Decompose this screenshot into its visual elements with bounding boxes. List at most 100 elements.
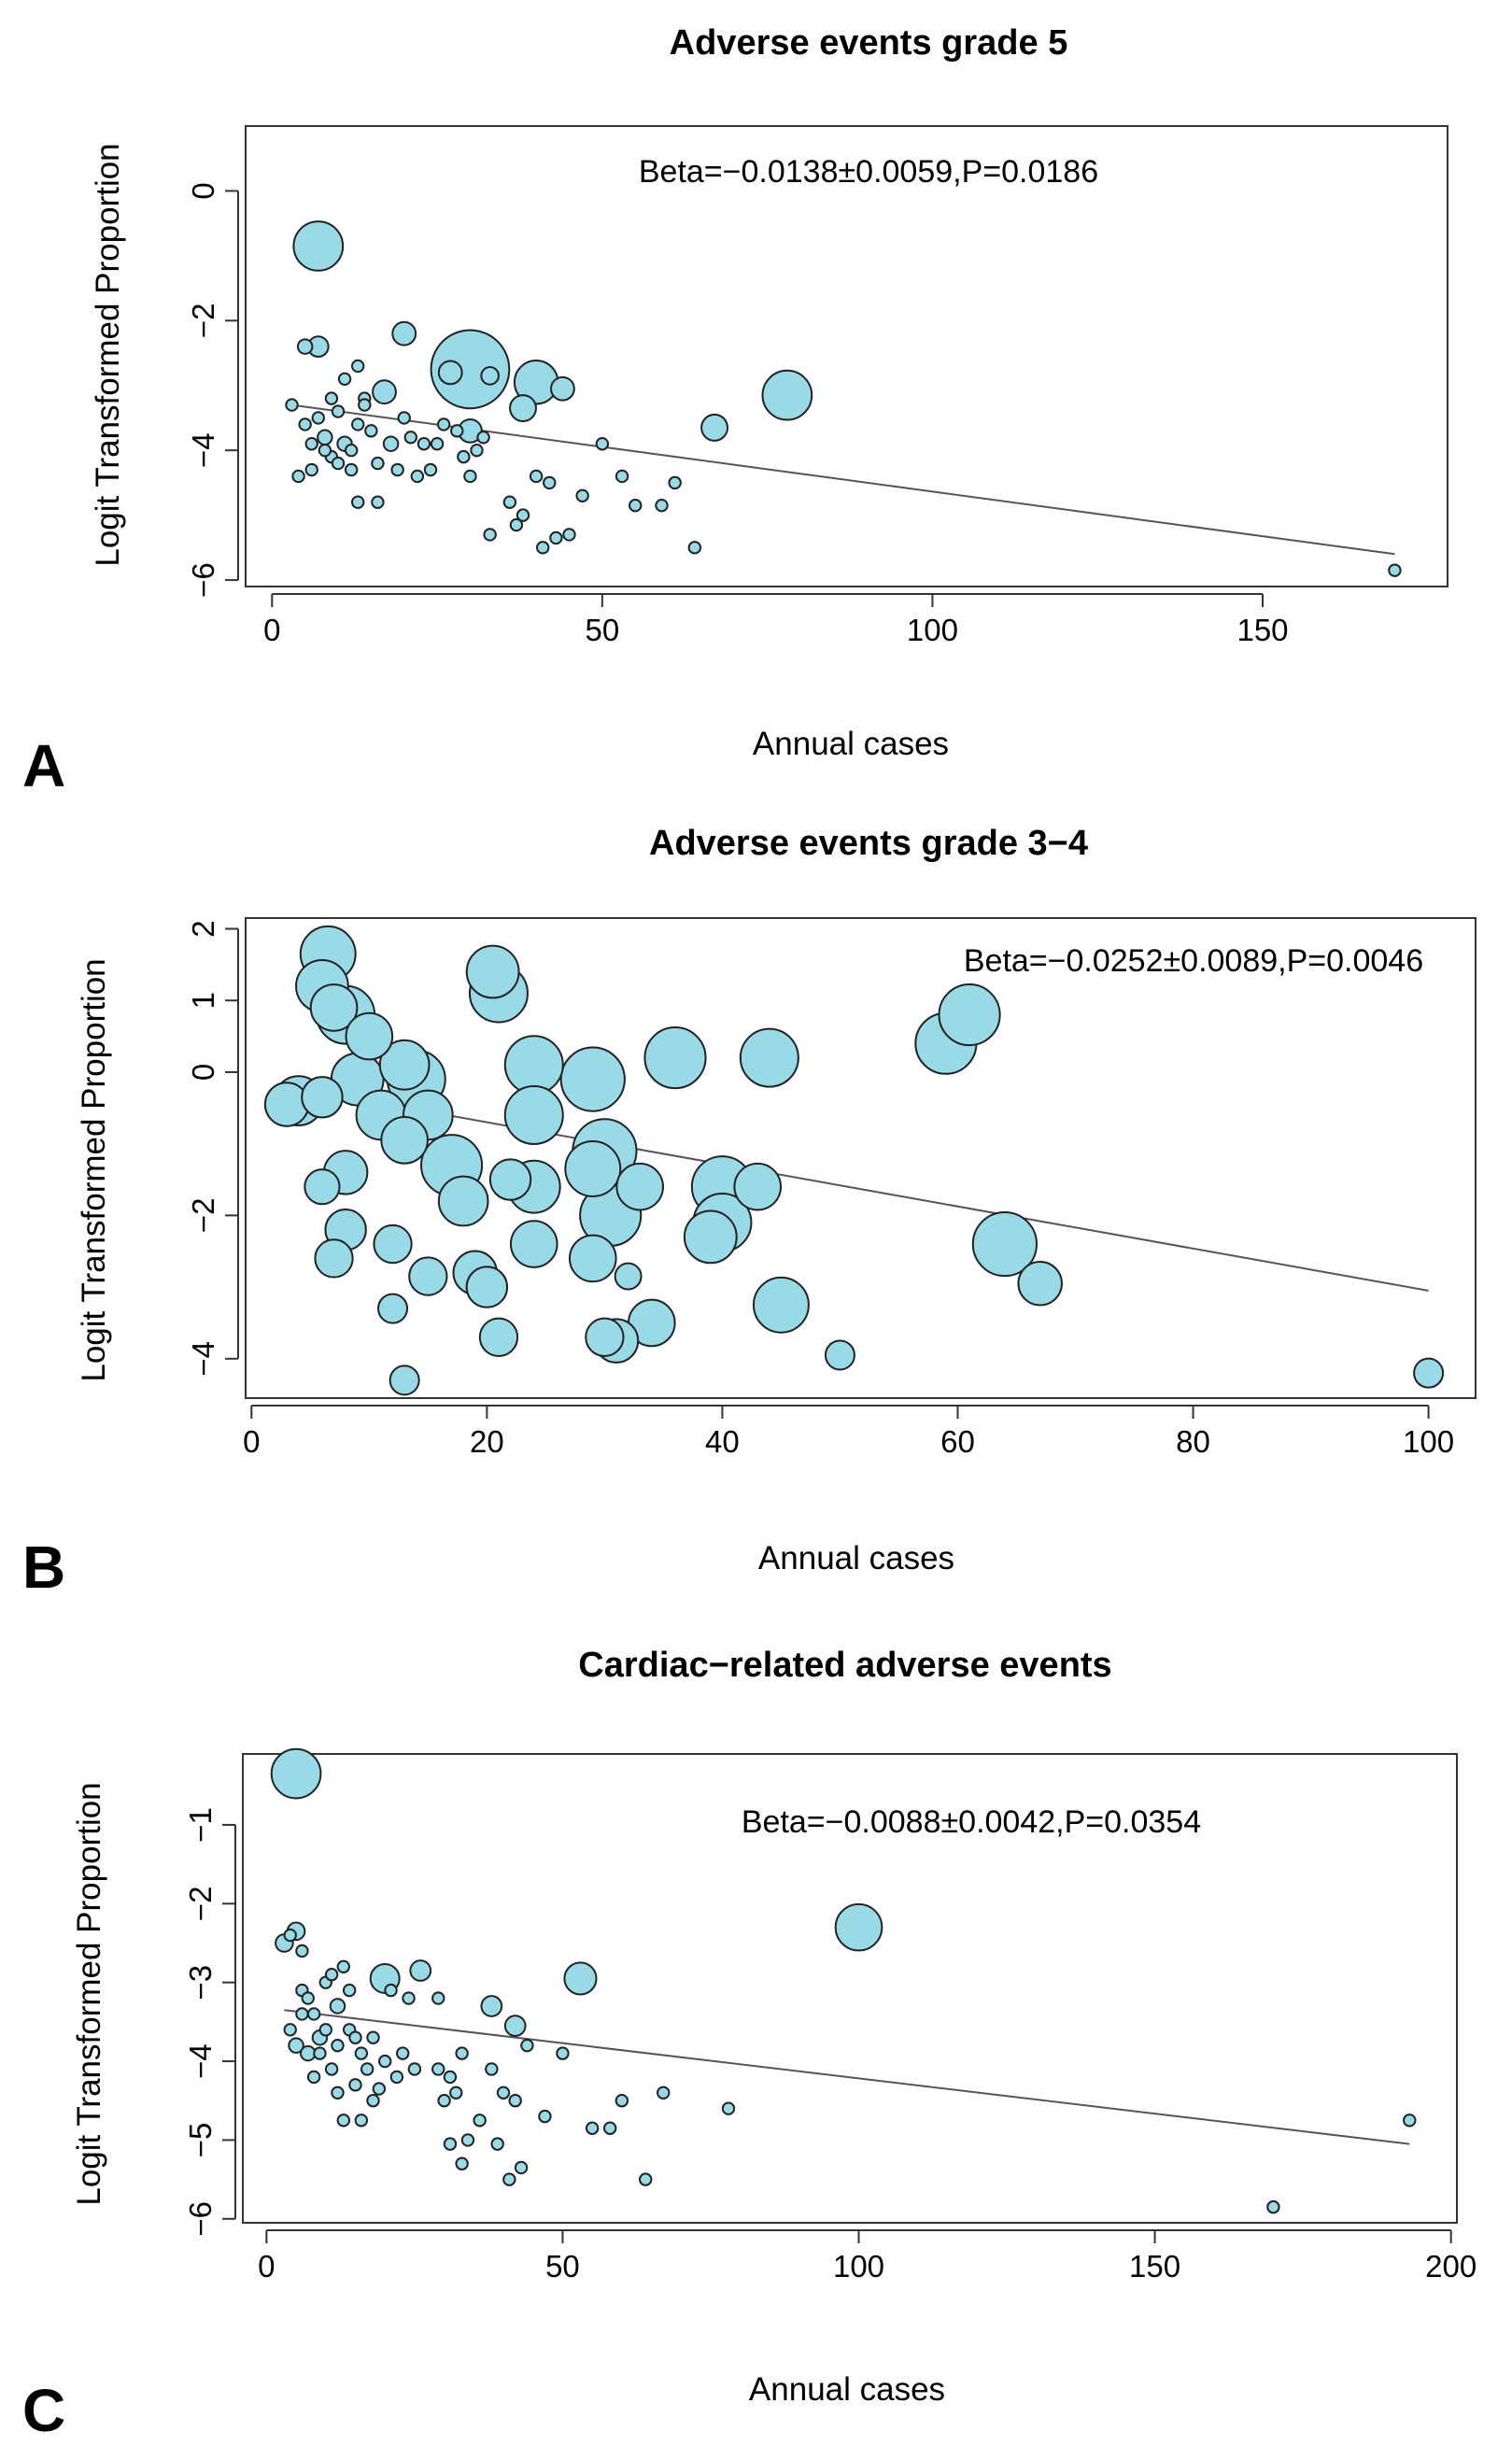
- panel-b-y-tick-label-0: 2: [186, 920, 220, 937]
- panel-a-y-tick-label-3: −6: [186, 562, 220, 598]
- panel-c-point-62: [318, 2023, 332, 2037]
- panel-b-y-tick-label-1: 1: [186, 992, 220, 1009]
- panel-a-point-11: [437, 360, 463, 386]
- panel-c-point-31: [402, 1991, 416, 2005]
- panel-a-point-31: [410, 469, 425, 484]
- panel-a-point-22: [344, 443, 359, 458]
- panel-a-point-67: [687, 541, 702, 555]
- panel-a-points: [285, 220, 1402, 577]
- panel-c-point-43: [485, 2062, 499, 2076]
- panel-b-y-ticks: 2 1 0 −2 −4: [186, 920, 239, 1377]
- panel-b-x-tick-label-2: 40: [705, 1424, 740, 1459]
- panel-b-y-tick-label-3: −2: [186, 1198, 220, 1234]
- panel-a-y-ticks: 0 −2 −4 −6: [186, 182, 239, 598]
- panel-c-point-36: [443, 2070, 458, 2085]
- panel-a-y-tick-label-1: −2: [186, 303, 220, 338]
- panel-c-point-1: [834, 1902, 883, 1952]
- panel-c-point-5: [480, 1995, 503, 2017]
- panel-a-point-6: [391, 320, 417, 346]
- panel-a-point-62: [595, 437, 610, 451]
- panel-c-point-64: [336, 2114, 351, 2128]
- panel-c-point-38: [455, 2046, 469, 2060]
- panel-a-point-41: [291, 469, 305, 484]
- panel-a-point-53: [502, 495, 517, 509]
- panel-b-point-33: [509, 1220, 558, 1268]
- panel-c-point-58: [1266, 2199, 1280, 2214]
- panel-a-point-51: [351, 359, 365, 374]
- panel-c: Cardiac−related adverse events 0 50 100 150…: [22, 1646, 1477, 2444]
- panel-b-point-35: [564, 1140, 622, 1197]
- panel-c-x-tick-label-1: 50: [545, 2249, 580, 2283]
- panel-c-y-ticks: −1 −2 −3 −4 −5 −6: [183, 1807, 236, 2237]
- panel-a-point-12: [480, 366, 500, 386]
- panel-c-point-9: [283, 1928, 297, 1943]
- panel-c-x-ticks: 0 50 100 150 200: [258, 2229, 1477, 2283]
- panel-a-y-label: Logit Transformed Proportion: [90, 143, 126, 566]
- panel-b-regression-line: [286, 1085, 1429, 1292]
- panel-c-point-57: [721, 2101, 736, 2115]
- panel-a-point-64: [629, 499, 643, 513]
- panel-b-x-ticks: 0 20 40 60 80 100: [243, 1405, 1454, 1459]
- panel-a-point-32: [417, 437, 431, 451]
- panel-b-point-27: [465, 944, 520, 999]
- panel-a-x-tick-label-3: 150: [1236, 613, 1288, 647]
- panel-c-point-4: [409, 1959, 432, 1982]
- panel-a-letter: A: [22, 732, 65, 799]
- panel-b-point-4: [309, 983, 359, 1032]
- panel-b-point-15: [377, 1293, 409, 1324]
- panel-a-point-38: [463, 469, 477, 484]
- panel-c-y-tick-label-2: −3: [183, 1965, 218, 2001]
- panel-c-point-44: [490, 2137, 504, 2151]
- panel-a-point-36: [450, 424, 464, 438]
- panel-b-point-54: [971, 1210, 1038, 1278]
- panel-a-point-0: [292, 220, 345, 272]
- panel-c-point-19: [329, 1998, 346, 2015]
- panel-a-point-28: [390, 462, 404, 477]
- panel-a-point-65: [655, 499, 669, 513]
- panel-b-letter: B: [22, 1534, 65, 1601]
- panel-b-point-29: [488, 1158, 532, 1201]
- panel-a-point-57: [536, 541, 550, 555]
- panel-b-point-17: [378, 1039, 431, 1091]
- panel-a-point-5: [550, 375, 575, 402]
- panel-a-point-17: [311, 411, 325, 425]
- panel-c-point-0: [270, 1747, 322, 1800]
- panel-b-point-21: [408, 1256, 448, 1296]
- panel-c-point-28: [384, 1983, 398, 1998]
- panel-c-regression-line: [284, 2009, 1410, 2145]
- panel-c-point-67: [324, 1968, 339, 1982]
- panel-a-point-49: [324, 391, 339, 405]
- panel-c-point-23: [354, 2046, 369, 2060]
- panel-c-point-15: [306, 2070, 321, 2085]
- panel-c-y-tick-label-0: −1: [183, 1807, 218, 1843]
- panel-c-point-59: [1403, 2114, 1417, 2128]
- panel-a-point-33: [430, 437, 445, 451]
- panel-c-point-55: [639, 2172, 653, 2186]
- panel-c-point-71: [331, 2038, 345, 2053]
- panel-c-point-66: [366, 2094, 380, 2108]
- panel-a-point-55: [516, 508, 530, 522]
- panel-b-point-0: [263, 1082, 310, 1127]
- panel-c-point-63: [331, 2085, 345, 2100]
- panel-c-point-69: [301, 1991, 315, 2005]
- panel-c-x-tick-label-2: 100: [833, 2249, 884, 2283]
- panel-c-point-32: [407, 2062, 422, 2076]
- panel-b-point-31: [503, 1084, 564, 1145]
- panel-c-point-22: [348, 2078, 362, 2092]
- panel-b-point-55: [1017, 1261, 1063, 1307]
- panel-a-point-50: [358, 398, 372, 412]
- panel-c-point-37: [449, 2085, 463, 2100]
- panel-a-annotation: Beta=−0.0138±0.0059,P=0.0186: [639, 154, 1098, 190]
- panel-c-point-26: [372, 2082, 387, 2096]
- panel-c-point-50: [538, 2109, 552, 2124]
- panel-a-point-9: [372, 379, 397, 405]
- panel-c-point-24: [360, 2062, 374, 2076]
- panel-c-point-65: [354, 2114, 369, 2128]
- panel-c-point-41: [460, 2133, 475, 2147]
- panel-a-point-23: [351, 417, 365, 431]
- panel-b-point-30: [503, 1035, 564, 1096]
- panel-c-point-13: [295, 2007, 309, 2021]
- panel-b-points: [263, 925, 1445, 1396]
- panel-a-point-48: [337, 372, 352, 387]
